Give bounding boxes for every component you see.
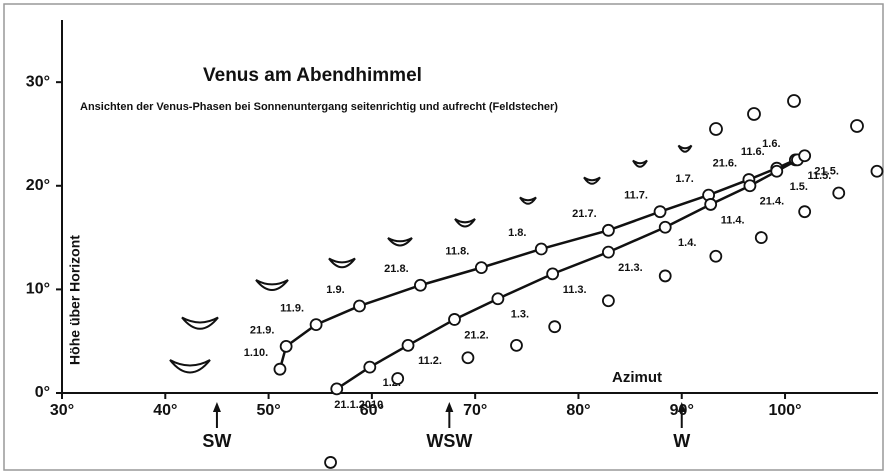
date-label: 1.8. — [508, 227, 526, 239]
x-tick-label: 30° — [50, 402, 74, 419]
point — [705, 199, 716, 210]
phase-icon — [388, 238, 412, 246]
point — [364, 362, 375, 373]
phase-icon — [679, 146, 692, 152]
point — [547, 268, 558, 279]
phase-icon — [710, 123, 722, 135]
point — [354, 300, 365, 311]
point — [536, 243, 547, 254]
date-label: 11.6. — [741, 146, 765, 158]
point — [660, 222, 671, 233]
x-tick-label: 100° — [768, 402, 801, 419]
point — [603, 225, 614, 236]
point — [311, 319, 322, 330]
point — [415, 280, 426, 291]
point — [710, 251, 721, 262]
page: {"chart_data": { "type": "line", "title"… — [0, 0, 888, 475]
x-axis-label: Azimut — [612, 369, 662, 386]
point — [799, 206, 810, 217]
date-label: 21.9. — [250, 324, 274, 336]
y-tick-label: 20° — [26, 177, 50, 194]
date-label: 21.7. — [572, 208, 596, 220]
phase-icon — [520, 198, 536, 204]
phase-icon — [851, 120, 863, 132]
chart-subtitle: Ansichten der Venus-Phasen bei Sonnenunt… — [80, 101, 558, 113]
arrow-head — [445, 402, 453, 412]
phase-icon — [584, 178, 600, 184]
date-label: 11.4. — [721, 214, 745, 226]
date-label: 21.2. — [464, 329, 488, 341]
date-label: 11.3. — [563, 284, 587, 296]
date-label: 11.7. — [624, 190, 648, 202]
direction-label: WSW — [426, 431, 472, 451]
chart-title: Venus am Abendhimmel — [203, 65, 422, 86]
y-tick-label: 10° — [26, 281, 50, 298]
point — [511, 340, 522, 351]
point — [274, 364, 285, 375]
date-label: 1.3. — [511, 309, 529, 321]
x-tick-label: 40° — [153, 402, 177, 419]
date-label: 1.9. — [326, 284, 344, 296]
date-label: 21.4. — [760, 196, 784, 208]
date-label: 21.8. — [384, 263, 408, 275]
point — [281, 341, 292, 352]
point — [756, 232, 767, 243]
direction-label: SW — [202, 431, 231, 451]
direction-label: W — [673, 431, 690, 451]
y-axis-label: Höhe über Horizont — [67, 235, 83, 365]
phase-icon — [748, 108, 760, 120]
point — [476, 262, 487, 273]
point — [403, 340, 414, 351]
date-label: 1.5. — [790, 181, 808, 193]
point — [392, 373, 403, 384]
date-label: 11.8. — [445, 246, 469, 258]
date-label: 11.2. — [418, 355, 442, 367]
point — [871, 166, 882, 177]
point — [449, 314, 460, 325]
point — [771, 166, 782, 177]
arrow-head — [213, 402, 221, 412]
phase-icon — [633, 161, 647, 167]
date-label: 1.4. — [678, 237, 696, 249]
series-line — [280, 160, 795, 369]
date-label: 11.9. — [280, 303, 304, 315]
y-tick-label: 0° — [35, 384, 50, 401]
date-label: 21.6. — [713, 157, 737, 169]
phase-icon — [788, 95, 800, 107]
point — [492, 293, 503, 304]
x-tick-label: 50° — [256, 402, 280, 419]
point — [549, 321, 560, 332]
phase-icon — [182, 318, 218, 329]
date-label: 21.3. — [618, 262, 642, 274]
chart: Venus am Abendhimmel Ansichten der Venus… — [0, 0, 888, 475]
phase-icon — [329, 259, 355, 268]
date-label: 21.1.2010 — [334, 399, 383, 411]
point — [462, 352, 473, 363]
point — [660, 270, 671, 281]
phase-icon — [170, 360, 210, 373]
date-label: 21.5. — [814, 166, 838, 178]
x-tick-label: 80° — [566, 402, 590, 419]
date-label: 1.7. — [675, 173, 693, 185]
point — [799, 150, 810, 161]
date-label: 1.10. — [244, 347, 268, 359]
point — [331, 383, 342, 394]
point — [325, 457, 336, 468]
y-tick-label: 30° — [26, 73, 50, 90]
phase-icon — [455, 219, 475, 227]
x-tick-label: 70° — [463, 402, 487, 419]
date-label: 1.6. — [762, 138, 780, 150]
phase-icon — [256, 280, 288, 290]
point — [603, 295, 614, 306]
point — [603, 247, 614, 258]
point — [744, 180, 755, 191]
point — [655, 206, 666, 217]
point — [833, 188, 844, 199]
frame — [4, 4, 883, 470]
